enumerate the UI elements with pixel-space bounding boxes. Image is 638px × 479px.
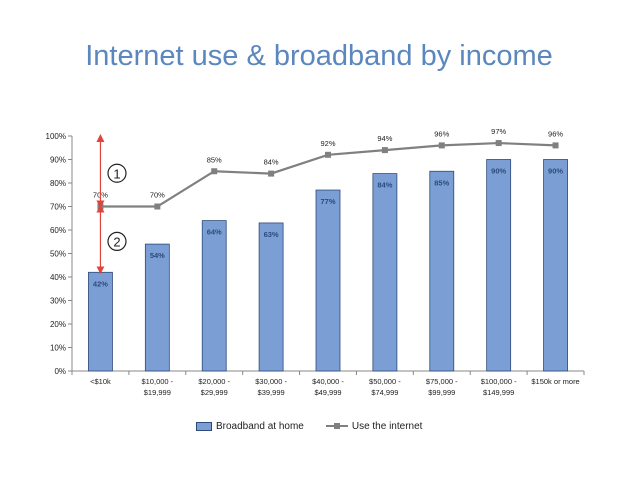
x-tick-label-line: $20,000 - [198,377,230,386]
line-data-label: 96% [548,129,563,138]
x-tick-label: $50,000 - $74,999 [369,377,401,397]
bar-data-label: 84% [377,181,392,190]
line-data-label: 84% [264,158,279,167]
line-point [495,140,502,147]
x-tick-label-line: $100,000 - [481,377,517,386]
line-data-label: 97% [491,127,506,136]
x-tick-label-line: $19,999 [144,388,171,397]
legend-label-internet: Use the internet [351,420,423,432]
bar [258,222,284,372]
x-tick-label-line: $49,999 [314,388,341,397]
x-tick-label: $10,000 - $19,999 [141,377,173,397]
bar [315,189,341,372]
bar [88,271,113,372]
x-tick-label-line: $29,999 [201,388,228,397]
annotation-number: 2 [113,234,120,249]
y-tick-label: 20% [50,320,66,329]
x-tick-label: $150k or more [531,377,579,386]
y-tick-label: 70% [50,203,66,212]
bar [201,220,227,372]
bar-data-label: 64% [207,228,222,237]
x-tick-label-line: $39,999 [258,388,285,397]
bar-data-label: 54% [150,251,165,260]
annotation-circle [107,163,127,183]
y-tick-label: 60% [50,226,66,235]
line-data-label: 96% [434,129,449,138]
x-tick-label-line: $50,000 - [369,377,401,386]
y-tick-label: 90% [50,156,66,165]
x-tick-label-line: $75,000 - [426,377,458,386]
line-point [268,170,275,177]
x-tick-label: $30,000 - $39,999 [255,377,287,397]
annotation-number: 1 [113,166,120,181]
line-point [381,147,388,154]
legend-item-internet: Use the internet [325,420,423,432]
bar-data-label: 90% [548,167,563,176]
legend-swatch-line [325,423,348,429]
x-tick-label-line: $40,000 - [312,377,344,386]
line-point [154,203,161,210]
annotation-circle [107,231,127,251]
bar-data-label: 63% [264,230,279,239]
bar [372,173,398,372]
y-tick-label: 80% [50,179,66,188]
x-tick-label: $75,000 - $99,999 [426,377,458,397]
legend-swatch-bar [196,421,212,431]
legend-item-broadband: Broadband at home [196,421,304,432]
y-tick-label: 30% [50,297,66,306]
x-tick-label-line: $74,999 [371,388,398,397]
y-tick-label: 0% [54,367,66,376]
bar-data-label: 77% [320,197,335,206]
bar [429,170,455,372]
x-tick-label-line: <$10k [90,377,111,386]
x-tick-label-line: $10,000 - [141,377,173,386]
x-tick-label-line: $30,000 - [255,377,287,386]
bar-data-label: 90% [491,167,506,176]
line-data-label: 92% [320,139,335,148]
line-point [552,142,559,149]
line-data-label: 94% [377,134,392,143]
x-tick-label: $20,000 - $29,999 [198,377,230,397]
x-tick-label: <$10k [90,377,111,386]
x-tick-label: $100,000 - $149,999 [481,377,517,397]
bar [543,159,568,372]
line-point [438,142,445,149]
y-tick-label: 40% [50,273,66,282]
line-point [325,151,331,158]
chart-title: Internet use & broadband by income [85,40,553,72]
x-tick-label-line: $150k or more [531,377,579,386]
bar [486,159,512,372]
y-tick-label: 100% [46,132,66,141]
bar-data-label: 42% [93,279,108,288]
line-data-label: 70% [150,191,165,200]
line-data-label: 85% [207,155,222,164]
x-tick-label: $40,000 - $49,999 [312,377,344,397]
x-tick-label-line: $149,999 [483,388,514,397]
x-tick-label-line: $99,999 [428,388,455,397]
legend-label-broadband: Broadband at home [216,420,304,432]
bar [144,243,170,372]
y-tick-label: 50% [50,250,66,259]
bar-data-label: 85% [434,178,449,187]
legend: Broadband at home Use the internet [196,418,456,434]
y-tick-label: 10% [50,344,66,353]
line-point [211,168,218,175]
